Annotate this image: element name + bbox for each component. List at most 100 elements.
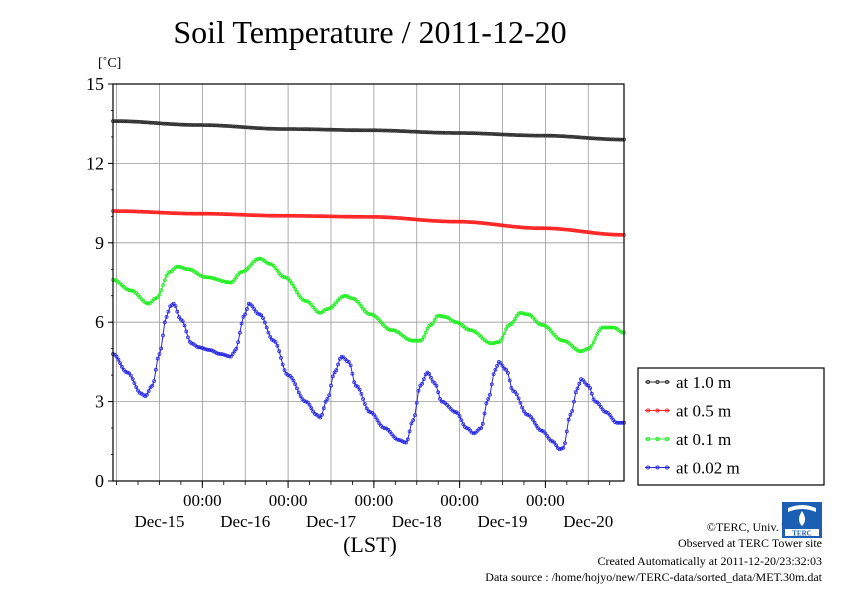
- data-point: [438, 313, 442, 318]
- data-point: [327, 214, 332, 219]
- data-point: [455, 131, 460, 135]
- data-point: [598, 136, 603, 141]
- data-point: [429, 130, 433, 135]
- data-point: [298, 127, 303, 132]
- data-point: [371, 214, 376, 219]
- data-point: [371, 128, 376, 133]
- data-point: [539, 428, 544, 433]
- data-point: [361, 214, 366, 219]
- data-point: [438, 396, 442, 401]
- terc-logo: TERC: [782, 502, 822, 538]
- data-point: [564, 134, 569, 139]
- data-point: [189, 211, 194, 216]
- data-point: [463, 131, 467, 135]
- data-point: [438, 219, 442, 224]
- legend: at 1.0 m at 0.5 m at 0.1 m at 0.02 m: [637, 367, 825, 486]
- data-point: [516, 133, 521, 138]
- data-point: [604, 232, 608, 237]
- data-point: [198, 211, 203, 216]
- data-point: [266, 261, 271, 266]
- data-point: [366, 214, 371, 219]
- data-point: [132, 119, 137, 124]
- data-point: [268, 262, 273, 266]
- data-point: [439, 399, 444, 404]
- data-point: [554, 443, 558, 448]
- data-point: [505, 224, 510, 228]
- data-point: [607, 325, 612, 330]
- data-point: [538, 428, 542, 433]
- data-point: [259, 313, 264, 318]
- data-point: [200, 211, 205, 216]
- data-point: [398, 216, 403, 221]
- data-point: [161, 121, 165, 126]
- data-point: [116, 209, 121, 214]
- data-point: [361, 397, 366, 401]
- data-point: [302, 298, 307, 303]
- data-point: [146, 301, 151, 306]
- data-point: [218, 352, 223, 356]
- data-point: [250, 213, 255, 218]
- data-point: [523, 133, 528, 138]
- x-axis-ticks: 00:00 00:00 00:00 00:00 00:00 Dec-15 Dec-16 Dec…: [116, 481, 613, 531]
- data-point: [171, 301, 176, 306]
- data-point: [314, 214, 319, 219]
- data-point: [413, 217, 417, 222]
- data-point: [396, 216, 401, 221]
- data-point: [361, 128, 366, 133]
- data-point: [220, 352, 224, 357]
- data-point: [387, 128, 392, 133]
- data-point: [139, 120, 144, 124]
- data-point: [216, 123, 221, 128]
- data-point: [337, 127, 342, 132]
- data-point: [495, 363, 500, 368]
- data-point: [611, 232, 616, 237]
- data-point: [128, 119, 133, 124]
- data-point: [589, 343, 594, 348]
- data-point: [582, 135, 587, 140]
- data-point: [486, 131, 491, 136]
- data-point: [350, 296, 355, 301]
- data-point: [195, 344, 199, 349]
- data-point: [220, 212, 224, 216]
- data-point: [211, 211, 216, 216]
- data-point: [543, 226, 548, 231]
- data-point: [114, 119, 119, 123]
- data-point: [520, 311, 525, 316]
- data-point: [227, 280, 232, 285]
- data-point: [482, 411, 487, 416]
- data-point: [318, 310, 323, 315]
- data-point: [234, 275, 239, 280]
- data-point: [329, 383, 333, 388]
- data-point: [341, 128, 346, 132]
- data-point: [178, 211, 183, 216]
- data-point: [271, 263, 276, 268]
- data-point: [150, 210, 155, 215]
- data-point: [280, 274, 285, 279]
- data-point: [398, 129, 403, 134]
- data-point: [382, 215, 387, 220]
- data-point: [282, 368, 287, 373]
- data-point: [427, 372, 432, 376]
- data-point: [295, 290, 299, 295]
- data-point: [484, 401, 489, 406]
- data-point: [295, 386, 299, 391]
- data-point: [529, 226, 533, 230]
- data-point: [407, 129, 412, 134]
- data-point: [370, 214, 375, 219]
- data-point: [255, 311, 260, 316]
- data-point: [339, 128, 344, 132]
- data-point: [464, 219, 469, 224]
- data-point: [355, 128, 360, 133]
- data-point: [432, 318, 437, 323]
- data-point: [577, 381, 582, 386]
- data-point: [405, 216, 410, 221]
- data-point: [566, 417, 571, 422]
- data-point: [291, 284, 296, 288]
- data-point: [430, 218, 435, 223]
- data-point: [405, 337, 410, 342]
- data-point: [255, 126, 260, 131]
- data-point: [323, 214, 328, 219]
- data-point: [287, 213, 292, 218]
- data-point: [491, 132, 496, 136]
- x-axis-label: (LST): [343, 532, 397, 557]
